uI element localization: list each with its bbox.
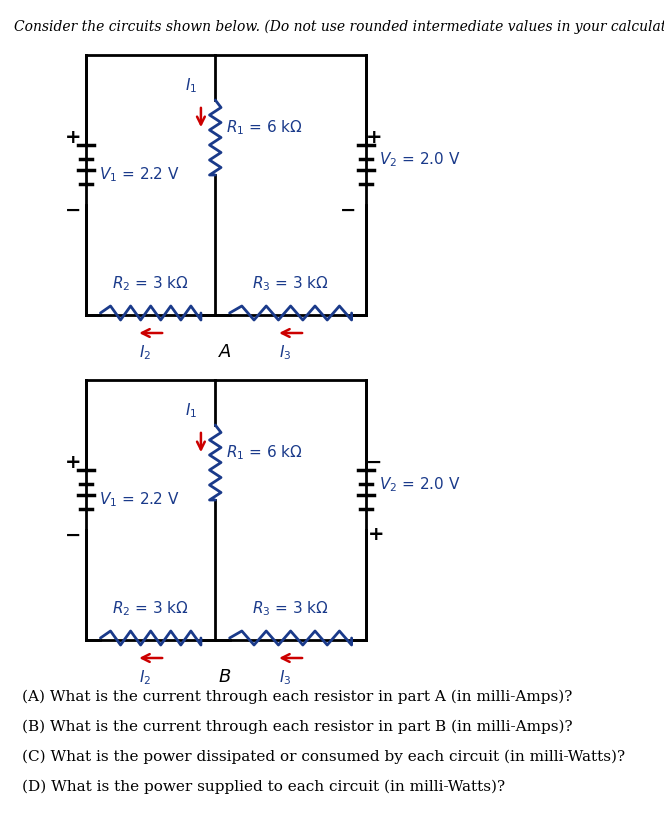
Text: A: A — [219, 343, 231, 361]
Text: $I_2$: $I_2$ — [139, 343, 151, 362]
Text: $V_2$ = 2.0 V: $V_2$ = 2.0 V — [379, 475, 460, 495]
Text: Consider the circuits shown below. (Do not use rounded intermediate values in yo: Consider the circuits shown below. (Do n… — [15, 20, 664, 34]
Text: $I_1$: $I_1$ — [185, 401, 197, 420]
Text: −: − — [367, 453, 382, 471]
Text: (A) What is the current through each resistor in part A (in milli-Amps)?: (A) What is the current through each res… — [21, 690, 572, 705]
Text: $V_1$ = 2.2 V: $V_1$ = 2.2 V — [99, 490, 180, 510]
Text: $V_1$ = 2.2 V: $V_1$ = 2.2 V — [99, 166, 180, 184]
Text: −: − — [65, 525, 82, 545]
Text: +: + — [65, 128, 82, 147]
Text: +: + — [65, 453, 82, 471]
Text: $R_3$ = 3 kΩ: $R_3$ = 3 kΩ — [252, 274, 329, 293]
Text: B: B — [219, 668, 231, 686]
Text: −: − — [340, 200, 356, 219]
Text: $I_2$: $I_2$ — [139, 668, 151, 686]
Text: −: − — [65, 200, 82, 219]
Text: +: + — [368, 525, 384, 545]
Text: $R_2$ = 3 kΩ: $R_2$ = 3 kΩ — [112, 274, 189, 293]
Text: $I_3$: $I_3$ — [279, 668, 291, 686]
Text: +: + — [367, 128, 383, 147]
Text: $R_1$ = 6 kΩ: $R_1$ = 6 kΩ — [226, 443, 303, 462]
Text: $I_1$: $I_1$ — [185, 76, 197, 95]
Text: $R_3$ = 3 kΩ: $R_3$ = 3 kΩ — [252, 600, 329, 618]
Text: $V_2$ = 2.0 V: $V_2$ = 2.0 V — [379, 151, 460, 169]
Text: $R_1$ = 6 kΩ: $R_1$ = 6 kΩ — [226, 118, 303, 137]
Text: (C) What is the power dissipated or consumed by each circuit (in milli-Watts)?: (C) What is the power dissipated or cons… — [21, 750, 625, 765]
Text: $R_2$ = 3 kΩ: $R_2$ = 3 kΩ — [112, 600, 189, 618]
Text: (B) What is the current through each resistor in part B (in milli-Amps)?: (B) What is the current through each res… — [21, 720, 572, 735]
Text: $I_3$: $I_3$ — [279, 343, 291, 362]
Text: (D) What is the power supplied to each circuit (in milli-Watts)?: (D) What is the power supplied to each c… — [21, 780, 505, 795]
